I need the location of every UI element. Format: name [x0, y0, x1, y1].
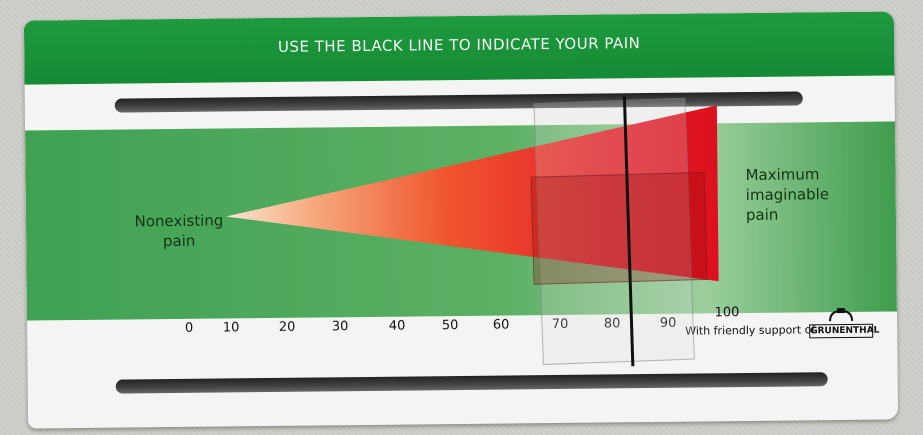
pain-scale-card: USE THE BLACK LINE TO INDICATE YOUR PAIN…	[24, 11, 898, 428]
scale-tick: 20	[279, 320, 296, 335]
scale-tick: 100	[714, 305, 739, 320]
scale-tick: 30	[332, 319, 349, 334]
maximum-pain-label: Maximum imaginable pain	[745, 164, 856, 225]
grunenthal-logo: GRUNENTHAL	[809, 308, 873, 339]
scale-tick: 10	[223, 320, 240, 335]
left-label-line1: Nonexisting	[134, 211, 223, 230]
right-label-line3: pain	[746, 206, 779, 224]
right-label-line2: imaginable	[746, 185, 829, 204]
logo-brand-text: GRUNENTHAL	[809, 324, 873, 339]
nonexisting-pain-label: Nonexisting pain	[124, 210, 234, 251]
scale-tick: 50	[442, 318, 459, 333]
scale-tick: 40	[389, 319, 406, 334]
left-label-line2: pain	[163, 232, 196, 250]
slider-red-window	[531, 172, 708, 285]
right-label-line1: Maximum	[745, 165, 819, 184]
scale-tick: 60	[493, 317, 510, 332]
scale-tick: 0	[185, 321, 193, 336]
logo-arch-icon	[827, 308, 855, 322]
support-text: With friendly support of	[685, 323, 815, 337]
